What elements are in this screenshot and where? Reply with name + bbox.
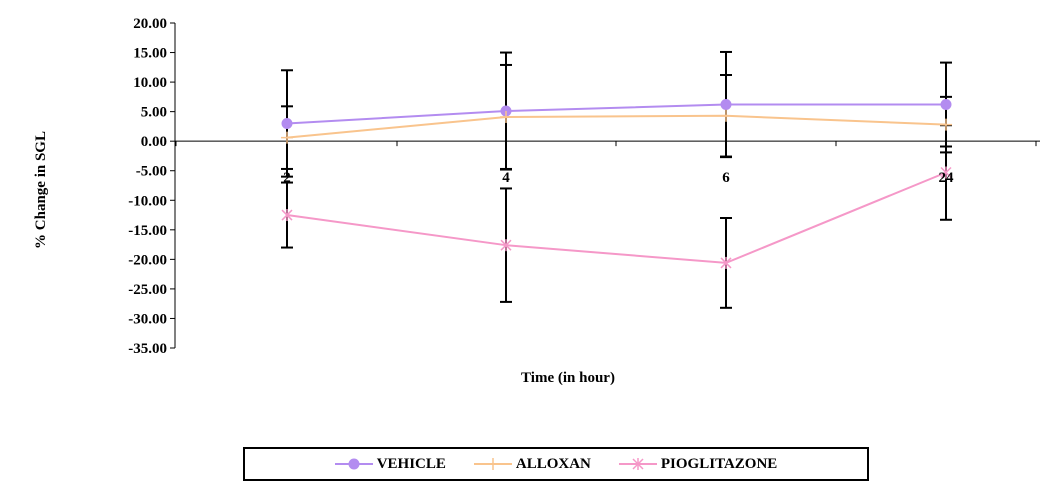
data-point [500,239,512,252]
y-tick-label: 0.00 [141,134,167,150]
series-line [286,114,947,139]
data-point [500,110,512,123]
y-tick-label: 20.00 [133,16,167,32]
y-tick-label: -35.00 [128,341,167,357]
y-tick-label: -30.00 [128,311,167,327]
series-alloxan [281,109,952,144]
x-tick-label: 24 [939,170,955,186]
y-tick-label: -15.00 [128,223,167,239]
x-tick-label: 6 [722,170,730,186]
chart-axes: 20.00 15.00 10.00 5.00 0.00 -5.00 -10.00 -15.00… [128,16,1040,357]
data-point [720,256,732,269]
data-point [632,458,644,470]
legend-swatch [334,458,373,470]
data-point [348,458,360,470]
legend-label: VEHICLE [376,455,446,472]
y-axis-title: % Change in SGL [33,131,49,249]
data-point [281,131,293,144]
legend-item-alloxan: ALLOXAN [473,455,591,473]
series-line [286,103,946,125]
y-tick-label: 5.00 [141,105,167,121]
data-point [940,166,952,179]
data-point [281,209,293,222]
series-vehicle [281,99,952,129]
x-tick-label: 2 [283,170,291,186]
legend-item-vehicle: VEHICLE [334,455,446,473]
series-pioglitazone [281,166,952,269]
legend-swatch [618,458,657,470]
legend-label: ALLOXAN [515,455,591,472]
legend-label: PIOGLITAZONE [660,455,778,472]
y-tick-label: -20.00 [128,252,167,268]
legend-item-pioglitazone: PIOGLITAZONE [618,455,778,473]
data-point [940,118,952,131]
series-line [286,171,947,264]
data-point [940,99,952,111]
data-point [486,458,499,470]
series-lines [281,99,952,269]
y-tick-label: 10.00 [133,75,167,91]
error-bars [281,50,952,309]
y-tick-label: -25.00 [128,282,167,298]
x-tick-label: 4 [502,170,510,186]
x-axis-title: Time (in hour) [521,370,615,386]
y-tick-label: 15.00 [133,46,167,62]
data-point [720,109,732,122]
y-tick-label: -5.00 [136,164,167,180]
y-tick-label: -10.00 [128,193,167,209]
legend: VEHICLE ALLOXAN PIOGLITAZONE [243,447,869,481]
data-point [281,117,293,129]
legend-swatch [473,458,512,470]
chart: 20.00 15.00 10.00 5.00 0.00 -5.00 -10.00 -15.00… [33,16,1040,386]
data-point [720,99,732,111]
x-tick-labels: 2 4 6 24 [283,170,954,186]
